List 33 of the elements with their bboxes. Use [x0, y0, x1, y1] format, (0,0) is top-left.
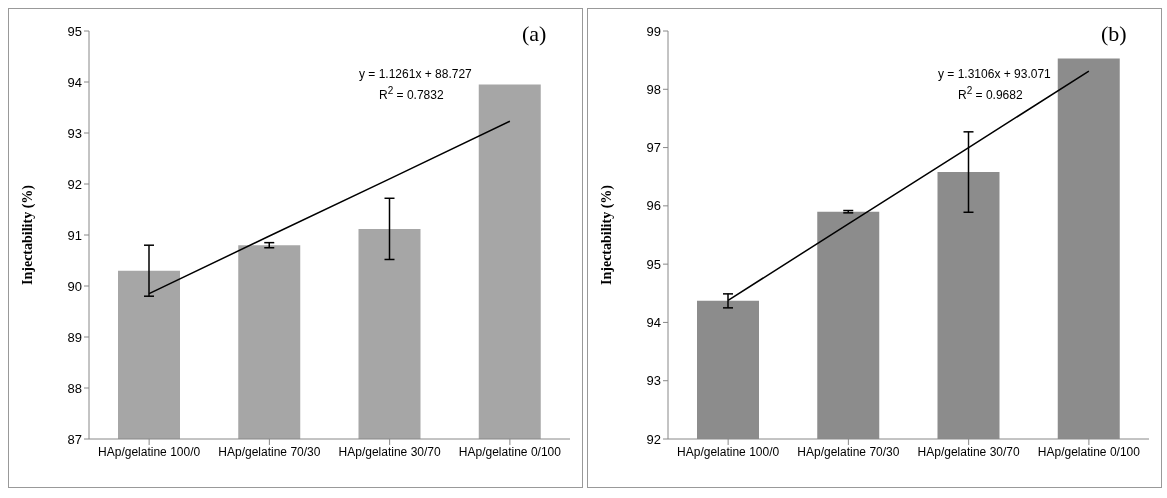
x-tick-label: HAp/gelatine 0/100 [458, 444, 562, 459]
y-axis-title: Injectability (%) [19, 184, 36, 285]
annotation: (b) [1101, 21, 1127, 47]
annotation: y = 1.3106x + 93.071 [938, 67, 1051, 81]
y-tick-label: 88 [67, 380, 82, 396]
x-tick-label: HAp/gelatine 30/70 [338, 444, 441, 459]
x-tick-label: HAp/gelatine 100/0 [98, 444, 201, 459]
x-tick-label: HAp/gelatine 100/0 [677, 444, 780, 459]
y-tick-label: 96 [646, 198, 661, 214]
y-tick-label: 98 [646, 81, 661, 97]
y-tick-label: 92 [646, 431, 661, 447]
annotation: R$^{2}$ = 0.9682 [958, 85, 1023, 102]
x-tick-label: HAp/gelatine 70/30 [797, 444, 900, 459]
y-tick-label: 97 [646, 140, 661, 156]
y-tick-label: 89 [67, 329, 82, 345]
annotation: y = 1.1261x + 88.727 [359, 67, 472, 81]
x-tick-label: HAp/gelatine 70/30 [218, 444, 321, 459]
y-tick-label: 95 [67, 23, 82, 39]
y-tick-label: 99 [646, 23, 661, 39]
annotation: (a) [522, 21, 547, 47]
y-tick-label: 93 [67, 125, 82, 141]
y-tick-label: 95 [646, 256, 661, 272]
annotation: R$^{2}$ = 0.7832 [379, 85, 444, 102]
y-tick-label: 92 [67, 176, 82, 192]
x-tick-label: HAp/gelatine 0/100 [1037, 444, 1141, 459]
x-tick-label: HAp/gelatine 30/70 [917, 444, 1020, 459]
y-tick-label: 93 [646, 373, 661, 389]
y-tick-label: 94 [67, 74, 82, 90]
y-axis-title: Injectability (%) [598, 184, 615, 285]
y-tick-label: 94 [646, 315, 661, 331]
y-tick-label: 91 [67, 227, 82, 243]
y-tick-label: 87 [67, 431, 82, 447]
y-tick-label: 90 [67, 278, 82, 294]
